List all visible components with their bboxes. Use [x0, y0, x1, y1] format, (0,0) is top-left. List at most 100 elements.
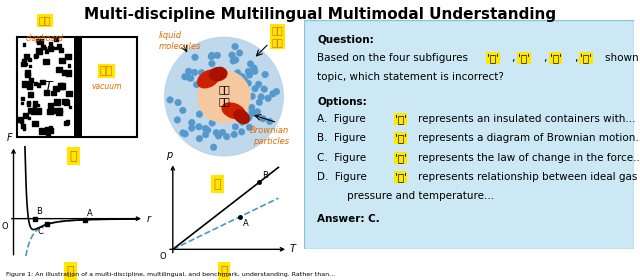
Point [26, 78, 36, 82]
Point [56, 48, 66, 52]
Circle shape [228, 52, 236, 59]
Point [60, 99, 70, 104]
Point [49, 90, 59, 95]
Text: Figure 1: An illustration of a multi-discipline, multilingual, and benchmark, un: Figure 1: An illustration of a multi-dis… [6, 272, 335, 277]
Point [61, 101, 72, 105]
Circle shape [209, 120, 216, 126]
Point [37, 129, 47, 134]
Point [38, 45, 49, 49]
Circle shape [234, 69, 241, 76]
Point [64, 63, 74, 67]
Point [65, 105, 75, 109]
Circle shape [191, 69, 198, 76]
Circle shape [245, 80, 252, 87]
Text: O: O [159, 253, 166, 262]
Circle shape [249, 109, 255, 115]
Text: '丁': '丁' [395, 172, 406, 182]
Bar [74, 37, 82, 137]
Circle shape [213, 129, 220, 136]
Text: O: O [2, 221, 8, 230]
Point [23, 102, 33, 106]
Circle shape [182, 73, 188, 80]
Text: C.  Figure: C. Figure [317, 153, 369, 163]
Circle shape [204, 127, 211, 134]
Point [24, 83, 35, 87]
Circle shape [198, 69, 205, 76]
Point [37, 80, 47, 84]
Point [30, 121, 40, 125]
Circle shape [198, 71, 250, 123]
Circle shape [260, 115, 266, 122]
Circle shape [246, 124, 253, 131]
Point [17, 101, 28, 105]
Text: '甲': '甲' [395, 114, 406, 124]
Circle shape [239, 73, 246, 80]
Text: represents the law of change in the force...: represents the law of change in the forc… [418, 153, 640, 163]
Point [19, 59, 29, 63]
Text: '乙': '乙' [395, 133, 406, 143]
Circle shape [201, 72, 207, 79]
Circle shape [196, 111, 203, 118]
Point [28, 109, 38, 114]
Text: F: F [6, 133, 12, 143]
Point [61, 121, 71, 125]
Text: liquid
molecules: liquid molecules [159, 31, 202, 51]
Text: vacuum: vacuum [91, 82, 122, 91]
Point [64, 91, 74, 96]
Text: '乙': '乙' [518, 53, 530, 63]
Circle shape [252, 68, 258, 75]
Circle shape [185, 74, 191, 80]
Circle shape [245, 68, 252, 75]
Text: Question:: Question: [317, 34, 374, 45]
Circle shape [255, 81, 262, 88]
Point [17, 120, 27, 124]
Circle shape [164, 37, 284, 156]
Point [63, 72, 73, 76]
Circle shape [209, 52, 215, 59]
Text: B.  Figure: B. Figure [317, 133, 369, 143]
Text: C: C [37, 227, 43, 236]
Text: A: A [86, 209, 92, 218]
Circle shape [191, 54, 198, 60]
Ellipse shape [222, 103, 245, 119]
Point [42, 49, 52, 53]
Text: 液体
分子: 液体 分子 [271, 25, 283, 47]
Point [19, 127, 29, 131]
Circle shape [265, 95, 271, 102]
Point [19, 42, 29, 47]
Text: p: p [166, 150, 172, 160]
Circle shape [196, 135, 203, 142]
Circle shape [261, 86, 268, 92]
Text: T: T [45, 80, 52, 93]
Text: B: B [262, 171, 268, 180]
Point [51, 37, 61, 41]
Circle shape [236, 50, 243, 56]
Point [29, 107, 39, 112]
Circle shape [175, 99, 181, 106]
Circle shape [232, 43, 238, 50]
Text: '丁': '丁' [580, 53, 592, 63]
Point [45, 41, 56, 46]
Point [31, 53, 41, 57]
Point [46, 128, 56, 133]
Circle shape [241, 77, 248, 83]
Point [24, 84, 35, 88]
Text: 布朗
颗粒: 布朗 颗粒 [218, 84, 230, 107]
Circle shape [202, 131, 209, 138]
Circle shape [209, 60, 215, 67]
Circle shape [180, 130, 186, 136]
Circle shape [256, 99, 262, 106]
Circle shape [250, 110, 257, 117]
Point [54, 108, 65, 112]
Text: topic, which statement is incorrect?: topic, which statement is incorrect? [317, 73, 504, 82]
Text: 乙: 乙 [214, 178, 221, 191]
Text: clapboard: clapboard [26, 34, 64, 43]
Point [45, 104, 56, 108]
Point [63, 54, 73, 59]
Circle shape [273, 88, 280, 95]
Point [52, 100, 62, 104]
Circle shape [266, 118, 273, 125]
Point [43, 131, 53, 135]
Point [25, 64, 35, 69]
Circle shape [185, 68, 192, 74]
